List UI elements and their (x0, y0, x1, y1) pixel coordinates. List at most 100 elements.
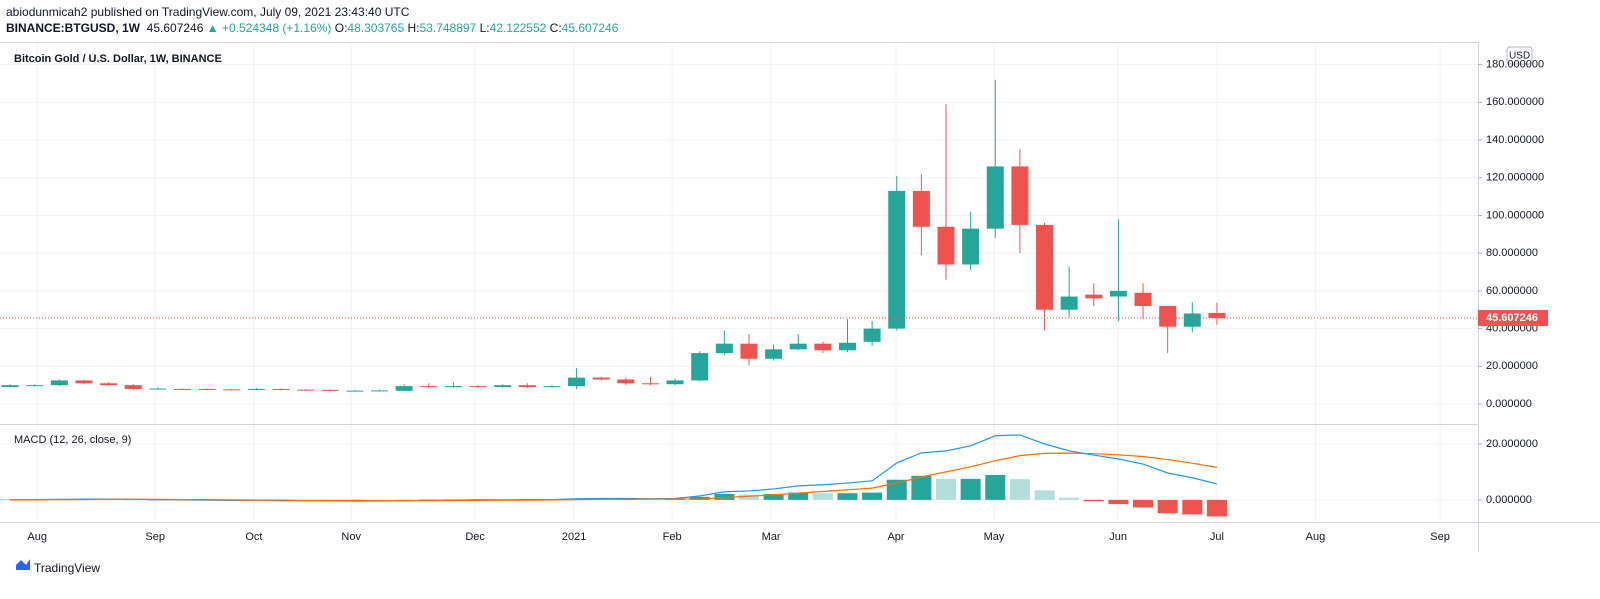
histogram-bar (1009, 479, 1030, 500)
ohlc-value: 42.122552 (489, 21, 547, 35)
x-tick-label: Sep (145, 531, 165, 543)
publish-info: abiodunmicah2 published on TradingView.c… (6, 5, 410, 19)
candle-body (863, 328, 881, 342)
ohlc-value: 48.303765 (347, 21, 405, 35)
candle-body (1060, 296, 1078, 310)
ohlc-label: O: (334, 21, 348, 35)
histogram-bar (886, 479, 907, 500)
histogram-bar (1034, 490, 1055, 500)
candle-body (26, 385, 44, 387)
currency-box (1506, 46, 1533, 65)
histogram-bar (911, 475, 932, 500)
candle-body (765, 349, 783, 359)
ohlc-label: H: (407, 21, 420, 35)
histogram-bar (862, 492, 883, 500)
y-tick-label: 120.000000 (1486, 172, 1544, 184)
candle-body (494, 385, 512, 388)
candle-body (617, 379, 635, 384)
ohlc-label: C: (549, 21, 562, 35)
y-tick-label: 140.000000 (1486, 134, 1544, 146)
histogram-bar (788, 492, 809, 500)
histogram-bar (1157, 499, 1178, 514)
candle-body (691, 353, 709, 381)
candle-body (1036, 224, 1054, 310)
x-tick-label: Oct (245, 531, 262, 543)
candle-body (1, 385, 19, 388)
histogram-bar (985, 474, 1006, 500)
histogram-bar (1059, 497, 1080, 500)
y-tick-label: 20.000000 (1486, 360, 1538, 372)
histogram-bar (1206, 499, 1227, 517)
last-price-label: 45.607246 (1486, 312, 1538, 324)
candle-body (149, 388, 167, 390)
x-tick-label: May (984, 531, 1005, 543)
y-tick-label: 80.000000 (1486, 247, 1538, 259)
histogram-bar (1083, 499, 1104, 502)
candle-body (641, 383, 659, 385)
candle-body (888, 190, 906, 329)
candle-body (962, 228, 980, 265)
y-tick-label: 20.000000 (1486, 438, 1538, 450)
histogram-bar (1108, 499, 1129, 505)
candle-body (50, 380, 68, 386)
last-price: 45.607246 (146, 21, 204, 35)
candle-body (1183, 313, 1201, 327)
candle-body (1208, 312, 1226, 319)
candle-body (198, 388, 216, 390)
x-tick-label: Aug (27, 531, 47, 543)
y-tick-label: 60.000000 (1486, 285, 1538, 297)
candle-body (1134, 292, 1152, 306)
candle-body (371, 390, 389, 392)
y-tick-label: 160.000000 (1486, 96, 1544, 108)
candle-body (518, 385, 536, 388)
y-tick-label: 180.000000 (1486, 59, 1544, 71)
indicator-line (10, 452, 1218, 502)
histogram-bar (689, 496, 710, 500)
candle-body (838, 342, 856, 351)
candle-body (568, 377, 586, 387)
x-tick-label: Jul (1210, 531, 1224, 543)
histogram-bar (1133, 499, 1154, 508)
candle-body (346, 390, 364, 392)
candle-body (420, 386, 438, 388)
last-price-box (1478, 310, 1548, 327)
currency: USD (1509, 51, 1530, 62)
pane-title: Bitcoin Gold / U.S. Dollar, 1W, BINANCE (14, 53, 222, 65)
ohlc-value: 53.748897 (419, 21, 477, 35)
candle-body (543, 386, 561, 388)
candle-body (814, 343, 832, 351)
ohlc-label: L: (479, 21, 490, 35)
histogram-bar (763, 494, 784, 500)
candle-body (174, 388, 192, 390)
histogram-bar (960, 478, 981, 500)
histogram-bar (123, 499, 144, 501)
histogram-bar (714, 494, 735, 500)
histogram-bar (1182, 499, 1203, 515)
candle-body (469, 386, 487, 388)
candle-body (937, 226, 955, 265)
candle-body (666, 380, 684, 385)
y-tick-label: 100.000000 (1486, 209, 1544, 221)
histogram-bar (640, 499, 661, 501)
ohlc-value: 45.607246 (561, 21, 619, 35)
candle-body (1085, 294, 1103, 299)
symbol: BINANCE:BTGUSD, 1W (6, 21, 140, 35)
candle-body (223, 389, 241, 391)
candle-body (1011, 166, 1029, 225)
x-tick-label: Apr (887, 531, 904, 543)
header: abiodunmicah2 published on TradingView.c… (6, 4, 618, 36)
symbol-line: BINANCE:BTGUSD, 1W 45.607246 ▲ +0.524348… (6, 20, 618, 36)
candle-body (272, 388, 290, 390)
candle-body (124, 385, 142, 389)
candle-body (100, 383, 118, 386)
x-tick-label: Feb (663, 531, 682, 543)
brand: TradingView (34, 561, 100, 575)
x-tick-label: Jun (1109, 531, 1127, 543)
candle-body (986, 166, 1004, 229)
histogram-bar (812, 493, 833, 500)
x-tick-label: Sep (1430, 531, 1450, 543)
x-tick-label: Dec (465, 531, 485, 543)
x-tick-label: Mar (762, 531, 781, 543)
